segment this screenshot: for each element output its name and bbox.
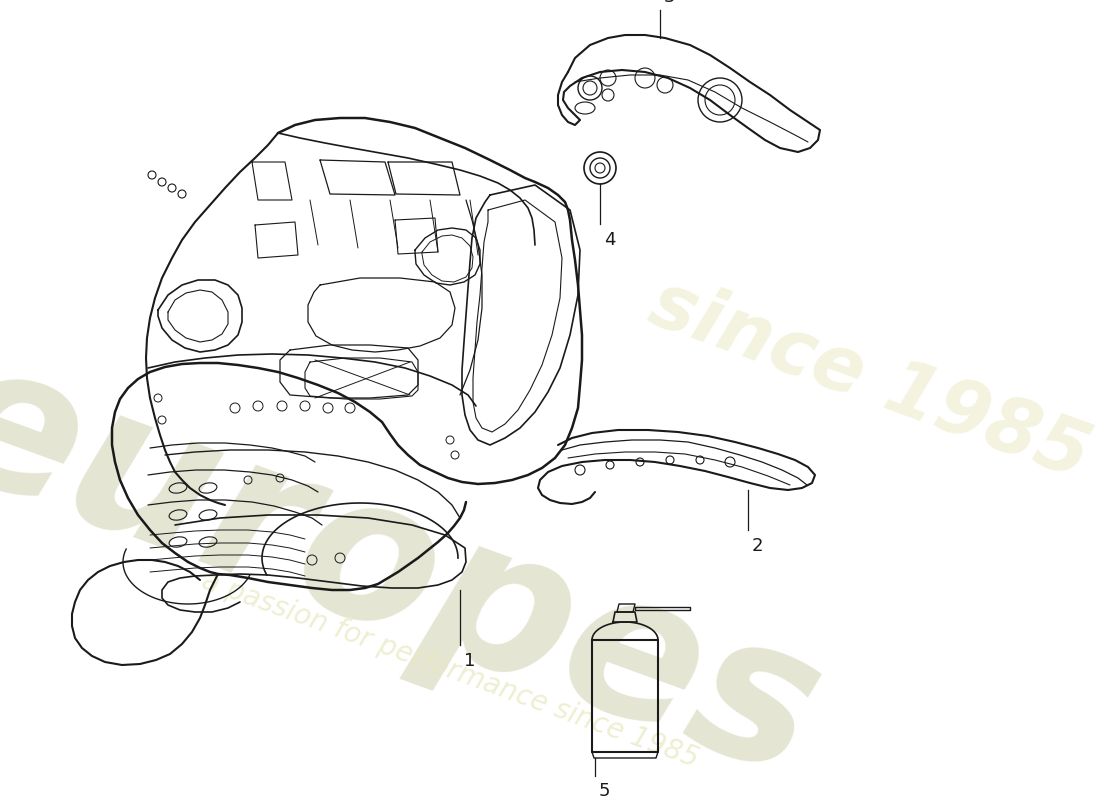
Text: 1: 1	[464, 652, 475, 670]
Text: 5: 5	[600, 782, 610, 800]
Text: 2: 2	[752, 537, 763, 555]
Text: europes: europes	[0, 322, 845, 800]
Text: a passion for performance since 1985: a passion for performance since 1985	[198, 567, 702, 773]
Text: 4: 4	[604, 231, 616, 249]
Text: since 1985: since 1985	[640, 266, 1100, 494]
Text: 3: 3	[664, 0, 675, 6]
